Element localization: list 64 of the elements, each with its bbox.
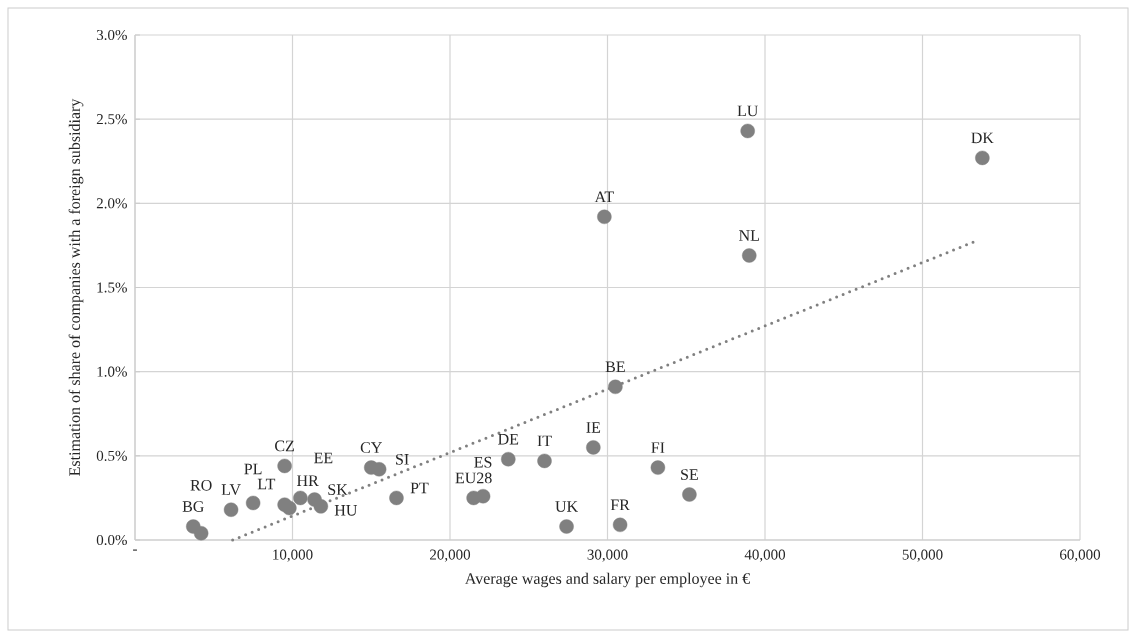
annotation: FR bbox=[610, 499, 630, 511]
point bbox=[608, 379, 623, 395]
point bbox=[612, 517, 628, 533]
point bbox=[277, 458, 292, 474]
point bbox=[586, 440, 601, 455]
point bbox=[193, 526, 209, 541]
x-tick-label: 50,000 bbox=[902, 549, 943, 562]
annotation: LT bbox=[257, 478, 276, 490]
y-tick-label: 0.5% bbox=[96, 450, 127, 461]
annotation: DE bbox=[498, 433, 519, 445]
x-tick-label: 10,000 bbox=[273, 549, 313, 562]
x-tick-label: 40,000 bbox=[744, 549, 786, 562]
annotation: EU28 bbox=[455, 472, 492, 484]
point bbox=[223, 502, 239, 517]
annotation: HR bbox=[296, 475, 319, 486]
point bbox=[293, 490, 308, 506]
point bbox=[475, 489, 491, 504]
annotation: CZ bbox=[275, 440, 294, 452]
annotation: SK bbox=[328, 484, 348, 495]
annotation: DK bbox=[971, 132, 994, 144]
point bbox=[245, 495, 261, 511]
point bbox=[742, 248, 757, 263]
point bbox=[682, 487, 697, 502]
annotation: EE bbox=[314, 452, 333, 464]
x-tick-label: 60,000 bbox=[1060, 549, 1101, 562]
point bbox=[740, 123, 755, 139]
annotation: ES bbox=[474, 456, 492, 468]
y-tick-label: 3.0% bbox=[96, 29, 127, 41]
y-tick-label: 2.0% bbox=[96, 198, 127, 209]
point bbox=[650, 460, 666, 475]
point bbox=[975, 150, 990, 166]
x-tick-label: 30,000 bbox=[587, 549, 628, 562]
annotation: IE bbox=[586, 422, 601, 433]
y-axis-title: Estimation of share of companies with a foreign subsidiary bbox=[68, 98, 84, 476]
y-tick-label: 2.5% bbox=[96, 114, 127, 125]
annotation: LV bbox=[221, 484, 241, 496]
annotation: RO bbox=[190, 479, 212, 491]
point bbox=[389, 490, 404, 506]
annotation: BE bbox=[605, 361, 625, 373]
y-tick-label: 1.5% bbox=[97, 282, 127, 293]
annotation: PT bbox=[410, 482, 429, 494]
annotation: UK bbox=[555, 501, 578, 512]
y-tick-label: 0.0% bbox=[96, 534, 127, 546]
annotation: CY bbox=[360, 442, 382, 453]
annotation: SE bbox=[681, 469, 698, 480]
annotation: IT bbox=[537, 435, 552, 447]
x-tick-label: - bbox=[133, 549, 137, 551]
x-axis-title: Average wages and salary per employee in € bbox=[464, 572, 750, 588]
point bbox=[559, 519, 574, 534]
x-tick-label: 20,000 bbox=[430, 549, 471, 562]
point bbox=[597, 209, 612, 224]
point bbox=[501, 452, 516, 467]
annotation: HU bbox=[334, 505, 358, 516]
point bbox=[313, 499, 329, 514]
annotation: BG bbox=[182, 501, 204, 512]
annotation: FI bbox=[651, 442, 665, 453]
annotation: NL bbox=[739, 230, 759, 241]
annotation: AT bbox=[594, 191, 614, 203]
y-tick-label: 1.0% bbox=[97, 366, 127, 377]
annotation: PL bbox=[244, 463, 262, 475]
point bbox=[537, 453, 552, 469]
point bbox=[282, 500, 297, 516]
annotation: LU bbox=[737, 105, 758, 117]
annotation: SI bbox=[396, 453, 409, 465]
